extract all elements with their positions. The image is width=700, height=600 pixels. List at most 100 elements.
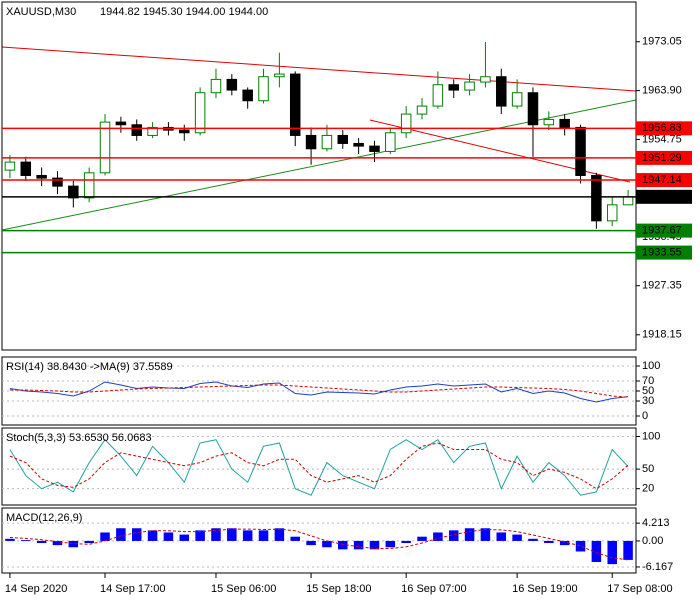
histogram-bar <box>179 534 190 541</box>
histogram-bar <box>258 530 269 541</box>
candle-body <box>131 124 142 136</box>
candle-body <box>400 113 412 134</box>
candle-body <box>622 196 634 206</box>
y-tick-label: 50 <box>642 385 654 397</box>
level-label-box <box>636 223 692 238</box>
candle-body <box>115 121 127 126</box>
level-label: 1944.00 <box>642 191 682 203</box>
candle-body <box>606 204 618 222</box>
histogram-bar <box>100 532 110 541</box>
candle-body <box>83 172 95 199</box>
candle-body <box>591 174 602 222</box>
panel-frame <box>1 427 637 506</box>
level-label-box <box>636 173 692 188</box>
histogram-bar <box>401 540 411 544</box>
y-tick-label: 4.213 <box>642 517 670 529</box>
candle-body <box>210 78 222 94</box>
trend-line <box>369 119 631 183</box>
level-label-box <box>636 150 692 165</box>
indicator-line <box>9 381 629 403</box>
candle-body <box>258 76 269 102</box>
x-tick-label: 16 Sep 19:00 <box>512 583 577 595</box>
level-label-box <box>636 189 692 204</box>
y-tick-label: 100 <box>642 360 660 372</box>
candle-body <box>464 81 475 91</box>
y-tick-label: 1963.90 <box>642 85 682 97</box>
histogram-bar <box>480 528 491 541</box>
candle-body <box>543 118 555 126</box>
candle-body <box>448 84 459 91</box>
panel-title: MACD(12,26,9) <box>6 512 82 524</box>
histogram-bar <box>21 540 31 541</box>
candle-body <box>226 78 238 91</box>
histogram-bar <box>559 540 570 546</box>
histogram-bar <box>52 540 63 546</box>
histogram-bar <box>464 528 475 541</box>
histogram-bar <box>607 540 617 565</box>
histogram-bar <box>591 540 602 563</box>
level-label-box <box>636 121 692 136</box>
candle-body <box>4 161 16 171</box>
candle-body <box>527 92 539 126</box>
level-label-box <box>636 245 692 260</box>
histogram-bar <box>528 538 538 541</box>
ohlc-header: 1944.82 1945.30 1944.00 1944.00 <box>100 6 268 18</box>
histogram-bar <box>131 528 142 541</box>
x-tick-label: 14 Sep 2020 <box>5 583 67 595</box>
candle-body <box>385 132 396 152</box>
indicator-line <box>9 384 629 398</box>
trend-line <box>1 46 637 92</box>
y-tick-label: 50 <box>642 463 654 475</box>
candle-body <box>575 126 586 176</box>
histogram-bar <box>369 540 380 550</box>
y-tick-label: 1973.05 <box>642 36 682 48</box>
histogram-bar <box>227 528 237 541</box>
x-tick-label: 15 Sep 06:00 <box>211 583 276 595</box>
y-tick-label: 1927.35 <box>642 280 682 292</box>
x-tick-label: 15 Sep 18:00 <box>306 583 371 595</box>
candle-body <box>496 76 507 107</box>
candle-body <box>337 134 349 144</box>
candle-body <box>416 105 428 115</box>
histogram-bar <box>322 540 332 548</box>
histogram-bar <box>385 540 396 548</box>
x-tick-label: 14 Sep 17:00 <box>100 583 165 595</box>
histogram-bar <box>353 540 364 550</box>
histogram-bar <box>195 530 205 541</box>
y-tick-label: 0.00 <box>642 535 663 547</box>
candle-body <box>147 126 158 136</box>
histogram-bar <box>36 540 47 544</box>
candle-body <box>274 73 285 78</box>
candle-body <box>20 161 32 176</box>
histogram-bar <box>274 528 285 541</box>
histogram-bar <box>306 540 316 546</box>
candle-body <box>52 177 63 187</box>
candle-body <box>353 142 364 147</box>
level-label: 1956.83 <box>642 122 682 134</box>
candle-body <box>68 185 79 199</box>
histogram-bar <box>338 540 348 550</box>
y-tick-label: 1918.15 <box>642 329 682 341</box>
candle-body <box>36 174 47 179</box>
histogram-bar <box>496 532 507 541</box>
y-tick-label: 0 <box>642 410 648 422</box>
histogram-bar <box>544 540 554 544</box>
candle-body <box>559 118 570 128</box>
histogram-bar <box>242 530 253 541</box>
histogram-bar <box>290 536 300 541</box>
x-tick-label: 16 Sep 07:00 <box>401 583 466 595</box>
panel-title: XAUUSD,M30 <box>6 6 76 18</box>
histogram-bar <box>433 532 443 541</box>
candle-body <box>511 92 523 107</box>
histogram-bar <box>417 536 427 541</box>
y-tick-label: 70 <box>642 375 654 387</box>
candle-body <box>305 134 317 150</box>
histogram-bar <box>211 528 221 541</box>
candle-body <box>480 76 491 83</box>
candle-body <box>242 89 253 102</box>
histogram-bar <box>623 540 633 560</box>
histogram-bar <box>5 538 15 541</box>
histogram-bar <box>163 532 174 541</box>
